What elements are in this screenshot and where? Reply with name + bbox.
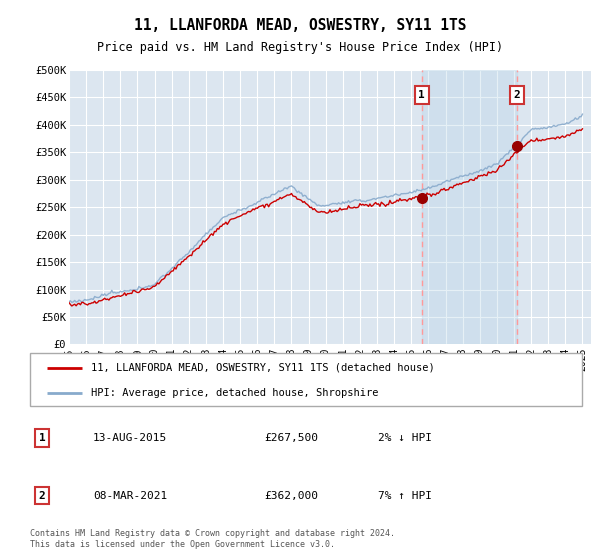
FancyBboxPatch shape [30,353,582,406]
Text: £362,000: £362,000 [264,491,318,501]
Text: 7% ↑ HPI: 7% ↑ HPI [378,491,432,501]
Text: 2: 2 [514,90,521,100]
Text: 11, LLANFORDA MEAD, OSWESTRY, SY11 1TS (detached house): 11, LLANFORDA MEAD, OSWESTRY, SY11 1TS (… [91,363,434,373]
Text: 2% ↓ HPI: 2% ↓ HPI [378,433,432,443]
Text: 13-AUG-2015: 13-AUG-2015 [93,433,167,443]
Text: Contains HM Land Registry data © Crown copyright and database right 2024.
This d: Contains HM Land Registry data © Crown c… [30,529,395,549]
Text: Price paid vs. HM Land Registry's House Price Index (HPI): Price paid vs. HM Land Registry's House … [97,41,503,54]
Text: HPI: Average price, detached house, Shropshire: HPI: Average price, detached house, Shro… [91,388,378,398]
Text: 1: 1 [418,90,425,100]
Text: £267,500: £267,500 [264,433,318,443]
Text: 08-MAR-2021: 08-MAR-2021 [93,491,167,501]
Text: 2: 2 [38,491,46,501]
Bar [422,70,517,344]
Text: 11, LLANFORDA MEAD, OSWESTRY, SY11 1TS: 11, LLANFORDA MEAD, OSWESTRY, SY11 1TS [134,18,466,32]
Text: 1: 1 [38,433,46,443]
